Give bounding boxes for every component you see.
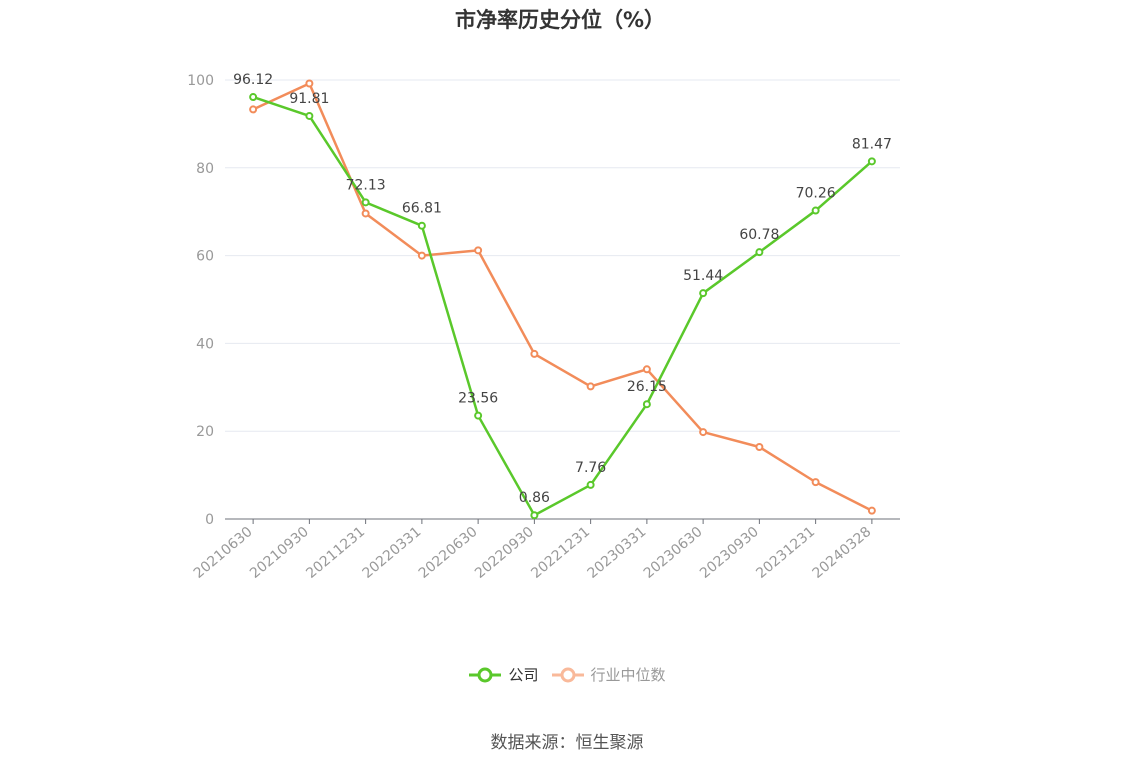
data-point	[305, 111, 314, 120]
legend-label-industry-median: 行业中位数	[590, 666, 666, 684]
data-label: 72.13	[346, 177, 386, 193]
data-point	[586, 382, 595, 391]
data-label: 81.47	[852, 136, 892, 152]
data-label: 70.26	[796, 186, 836, 202]
data-point	[249, 93, 258, 102]
data-point	[867, 157, 876, 166]
data-point	[699, 428, 708, 437]
data-point	[530, 511, 539, 520]
x-tick-label: 20210930	[247, 524, 312, 582]
legend-item-industry-median[interactable]: 行业中位数	[551, 664, 666, 685]
data-point	[642, 400, 651, 409]
x-tick-label: 20211231	[303, 524, 368, 582]
data-label: 26.15	[627, 379, 667, 395]
data-point	[361, 209, 370, 218]
data-label: 91.81	[289, 91, 329, 107]
x-tick-label: 20240328	[810, 524, 875, 582]
x-tick-label: 20230630	[641, 524, 706, 582]
x-tick-label: 20220331	[360, 524, 425, 582]
series-line	[252, 95, 873, 517]
chart-title: 市净率历史分位（%）	[454, 8, 666, 32]
data-label: 0.86	[519, 490, 550, 506]
data-point	[249, 105, 258, 114]
y-tick-label: 20	[196, 424, 214, 440]
data-label: 23.56	[458, 391, 498, 407]
data-point	[530, 349, 539, 358]
data-point	[417, 221, 426, 230]
data-point	[642, 365, 651, 374]
data-point	[699, 289, 708, 298]
series-line	[252, 82, 873, 512]
series-lines	[249, 79, 876, 520]
data-point	[755, 443, 764, 452]
data-point	[586, 480, 595, 489]
grid-lines	[225, 79, 900, 432]
data-source: 数据来源：恒生聚源	[490, 733, 644, 753]
data-point	[305, 79, 314, 88]
x-tick-label: 20220930	[472, 524, 537, 582]
data-labels: 96.12 91.81 72.13 66.81 23.56 0.86 7.76 26.15 51…	[233, 72, 892, 506]
y-tick-label: 40	[196, 336, 214, 352]
legend-item-company[interactable]: 公司	[468, 664, 539, 685]
data-point	[361, 198, 370, 207]
data-point	[811, 478, 820, 487]
data-label: 51.44	[683, 268, 723, 284]
data-point	[474, 246, 483, 255]
y-tick-label: 100	[187, 73, 214, 89]
legend-line-circle-icon	[469, 667, 502, 682]
data-point	[755, 248, 764, 257]
x-tick-label: 20220630	[416, 524, 481, 582]
data-point	[867, 506, 876, 515]
y-tick-label: 0	[205, 512, 214, 528]
x-tick-label: 20230930	[697, 524, 762, 582]
y-tick-label: 80	[196, 161, 214, 177]
x-tick-label: 20230331	[585, 524, 650, 582]
data-point	[474, 411, 483, 420]
legend: 公司 行业中位数	[0, 664, 1134, 685]
x-tick-label: 20221231	[528, 524, 593, 582]
data-label: 60.78	[739, 227, 779, 243]
x-tick-label: 20231231	[753, 524, 818, 582]
x-tick-label: 20210630	[191, 524, 256, 582]
data-point	[417, 251, 426, 260]
data-point	[811, 206, 820, 215]
data-label: 96.12	[233, 72, 273, 88]
legend-line-circle-icon	[551, 667, 584, 682]
y-tick-label: 60	[196, 249, 214, 265]
data-label: 7.76	[575, 460, 606, 476]
data-label: 66.81	[402, 201, 442, 217]
legend-label-company: 公司	[508, 666, 539, 684]
